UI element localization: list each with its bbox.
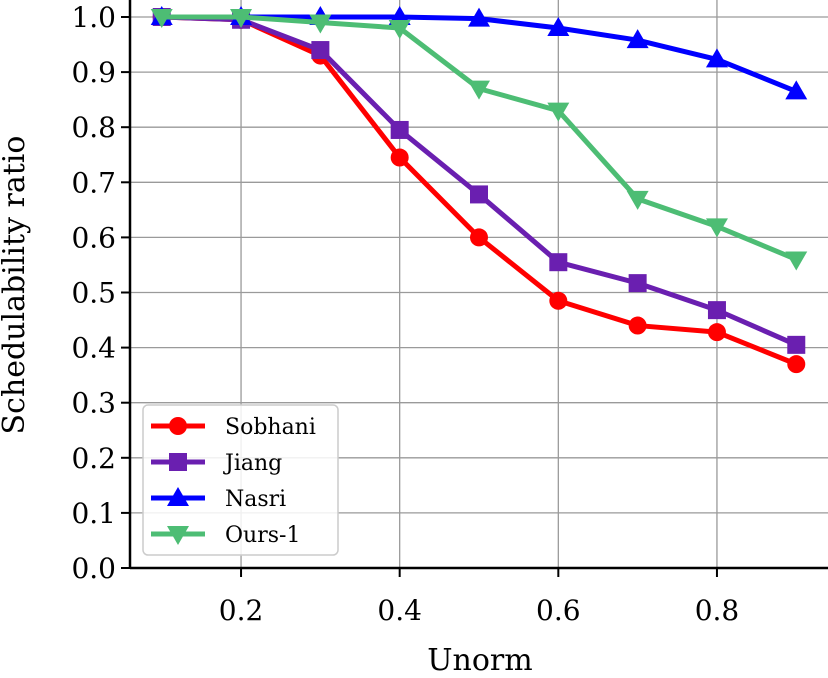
x-tick-label: 0.2 [219,594,264,627]
data-point [707,323,726,342]
series-ours-1 [150,9,808,271]
legend-label: Jiang [223,451,282,476]
y-axis-title: Schedulability ratio [0,136,32,435]
x-tick-label: 0.4 [377,594,422,627]
data-point [626,29,649,49]
legend-box [142,404,339,556]
axes: 0.0 0.1 0.2 0.3 0.4 0.5 0.6 0.7 0.8 0.9 1.0 0.2 0.4 0… [71,0,828,627]
x-tick-label: 0.8 [695,594,740,627]
legend-marker [167,487,189,506]
data-point [230,9,253,28]
legend-item: Ours-1 [151,523,300,548]
data-point [388,20,411,40]
data-point [549,291,568,310]
y-tick-label: 0.2 [71,442,116,475]
data-point [311,41,330,60]
y-tick-label: 0.3 [71,387,116,420]
data-point [785,251,808,271]
data-point [470,185,488,204]
data-point [787,335,806,354]
y-tick-label: 0.8 [71,111,116,144]
legend-label: Ours-1 [225,523,300,548]
data-point [547,17,570,37]
y-tick-label: 1.0 [71,1,116,34]
legend-item: Sobhani [151,415,316,440]
data-point [547,102,570,122]
y-tick-label: 0.0 [71,552,116,585]
legend-item: Jiang [151,451,282,476]
data-point [785,80,808,100]
series-layer [150,6,808,374]
legend-marker [167,526,189,545]
legend-label: Nasri [225,487,286,512]
data-point [390,120,409,139]
y-tick-label: 0.9 [71,56,116,89]
data-point [150,9,173,28]
y-tick-label: 0.6 [71,221,116,254]
data-point [470,228,488,247]
data-point [787,355,806,374]
x-tick-label: 0.6 [536,594,581,627]
data-point [628,274,647,293]
data-point [707,301,726,320]
y-tick-label: 0.1 [71,497,116,530]
series-jiang [152,8,806,354]
data-point [705,48,728,68]
y-tick-label: 0.7 [71,166,116,199]
data-point [626,190,649,210]
y-tick-label: 0.5 [71,277,116,310]
legend-item: Nasri [151,487,286,512]
legend-label: Sobhani [225,415,316,440]
x-axis-title: Unorm [427,643,532,678]
legend: Sobhani Jiang Nasri Ours-1 [142,404,339,556]
data-point [549,253,568,272]
data-point [309,14,332,34]
legend-marker [169,417,187,435]
data-point [705,218,728,238]
data-point [390,148,409,167]
data-point [468,80,490,100]
y-tick-label: 0.4 [71,332,116,365]
legend-marker [169,453,187,471]
data-point [628,316,647,335]
series-line [161,14,798,348]
data-point [468,7,490,27]
